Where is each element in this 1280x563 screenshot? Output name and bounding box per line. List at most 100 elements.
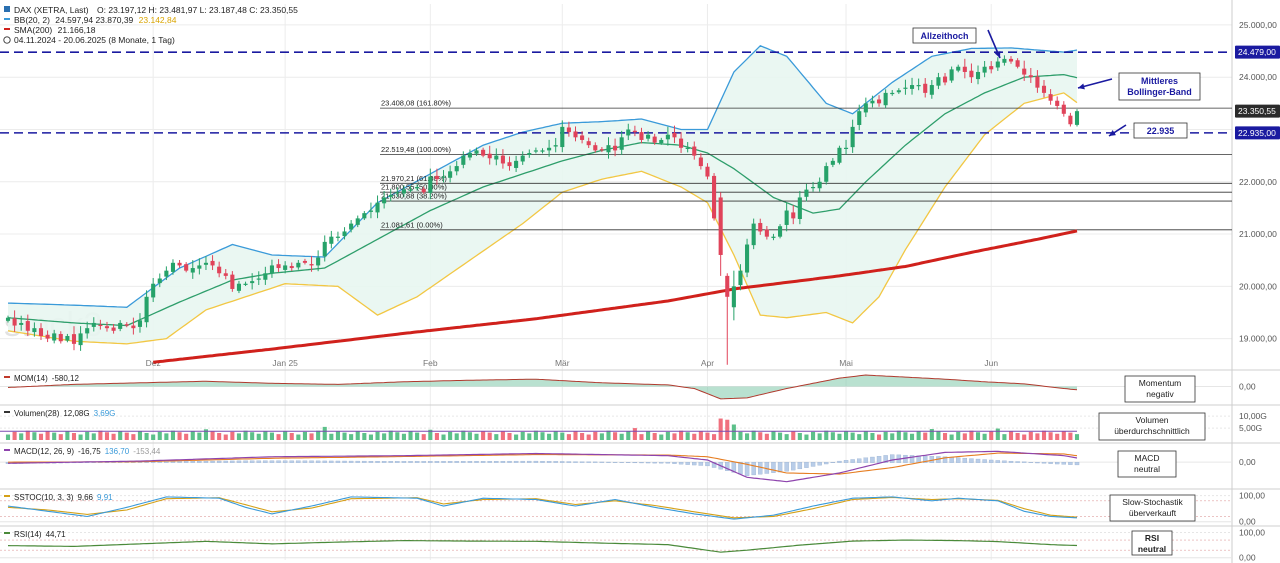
candle-body	[995, 61, 1000, 68]
arrow-level-head	[1109, 130, 1116, 136]
candle-body	[923, 83, 928, 93]
y-tick-label: 19.000,00	[1239, 334, 1277, 344]
x-tick-label: Mär	[555, 358, 570, 368]
candle-body	[804, 189, 809, 197]
volume-bar	[71, 432, 77, 440]
volume-bar	[975, 432, 981, 440]
candle-body	[672, 132, 677, 138]
volume-bar	[494, 434, 499, 440]
candle-body	[652, 136, 657, 143]
candle-body	[606, 145, 611, 153]
volume-bar	[771, 431, 776, 440]
candle-body	[718, 197, 723, 255]
macd-histogram-bar	[817, 462, 822, 466]
volume-bar	[85, 431, 90, 440]
candle-body	[269, 265, 274, 274]
candle-body	[949, 69, 954, 81]
candle-body	[1015, 60, 1020, 67]
macd-histogram-bar	[777, 462, 783, 473]
volume-bar	[850, 432, 855, 440]
candle-body	[98, 324, 103, 327]
candle-body	[25, 321, 30, 331]
candle-body	[197, 265, 202, 269]
macd-histogram-bar	[210, 460, 215, 463]
volume-bar	[606, 430, 611, 440]
volume-bar	[725, 419, 730, 440]
candle-body	[573, 131, 578, 138]
candle-body	[843, 147, 849, 149]
price-tag	[1235, 104, 1280, 118]
candle-body	[415, 187, 420, 189]
candle-body	[514, 160, 519, 168]
volume-bar	[362, 432, 367, 440]
macd-histogram-bar	[1041, 462, 1047, 464]
x-tick-label: Dez	[146, 358, 161, 368]
volume-bar	[1074, 434, 1080, 440]
arrow-bollinger-head	[1078, 83, 1085, 90]
macd-histogram-bar	[454, 461, 459, 463]
candle-body	[857, 111, 862, 125]
candle-body	[547, 147, 552, 151]
volume-bar	[441, 434, 446, 440]
callout-box	[1098, 412, 1206, 441]
ohlc-values: O: 23.197,12 H: 23.481,97 L: 23.187,48 C…	[97, 5, 298, 15]
volume-bar	[890, 433, 895, 440]
macd-histogram-bar	[652, 462, 657, 464]
volume-bar	[316, 430, 321, 440]
candle-body	[540, 150, 545, 152]
candle-body	[731, 286, 736, 308]
candle-body	[487, 153, 492, 159]
candle-body	[751, 223, 756, 246]
candle-body	[659, 139, 664, 144]
fib-label: 21.630,88 (38.20%)	[381, 192, 447, 201]
macd-histogram-bar	[500, 460, 506, 463]
macd-histogram-bar	[243, 460, 248, 463]
volume-bar	[942, 432, 948, 440]
clock-icon	[3, 36, 11, 44]
volume-bar	[91, 433, 96, 440]
sma200-line	[153, 229, 1078, 364]
macd-histogram-bar	[711, 462, 717, 468]
macd-histogram-bar	[256, 460, 261, 463]
macd-histogram-bar	[1015, 461, 1020, 463]
candle-body	[1008, 58, 1014, 62]
macd-histogram-bar	[249, 460, 255, 463]
candle-body	[837, 147, 842, 163]
rsi-line	[7, 539, 1078, 553]
candle-body	[692, 146, 697, 156]
macd-histogram-bar	[685, 462, 690, 465]
candle-body	[830, 160, 835, 165]
volume-bar	[626, 431, 631, 440]
instrument-name: DAX (XETRA, Last)	[14, 5, 89, 15]
macd-histogram-bar	[698, 462, 704, 466]
volume-bar	[342, 432, 347, 440]
candle-body	[507, 162, 512, 167]
volume-bar	[619, 433, 624, 440]
macd-histogram-bar	[949, 457, 954, 463]
macd-histogram-bar	[296, 460, 301, 463]
macd-histogram-bar	[612, 461, 618, 463]
panel-tick-label: 100,00	[1239, 528, 1265, 538]
fib-label: 21.800,55 (50.00%)	[381, 183, 447, 192]
panel-legend-swatch	[4, 495, 10, 497]
volume-bar	[355, 431, 360, 440]
x-tick-label: Feb	[423, 358, 438, 368]
macd-histogram-bar	[1068, 462, 1073, 465]
volume-bar	[203, 429, 209, 440]
volume-bar	[309, 433, 314, 440]
volume-bar	[929, 429, 934, 440]
macd-histogram-bar	[282, 460, 288, 463]
volume-bar	[804, 434, 809, 440]
macd-histogram-bar	[263, 460, 268, 463]
macd-histogram-bar	[183, 461, 189, 463]
price-tag-label: 23.350,55	[1238, 106, 1276, 116]
candle-body	[896, 90, 901, 93]
panel-name: RSI(14)	[14, 530, 42, 539]
volume-bar	[923, 432, 928, 440]
candle-body	[929, 85, 934, 95]
macd-histogram-bar	[942, 456, 948, 463]
x-tick-label: Mai	[839, 358, 853, 368]
macd-histogram-bar	[599, 461, 605, 463]
candle-body	[850, 126, 855, 148]
volume-bar	[896, 430, 901, 440]
